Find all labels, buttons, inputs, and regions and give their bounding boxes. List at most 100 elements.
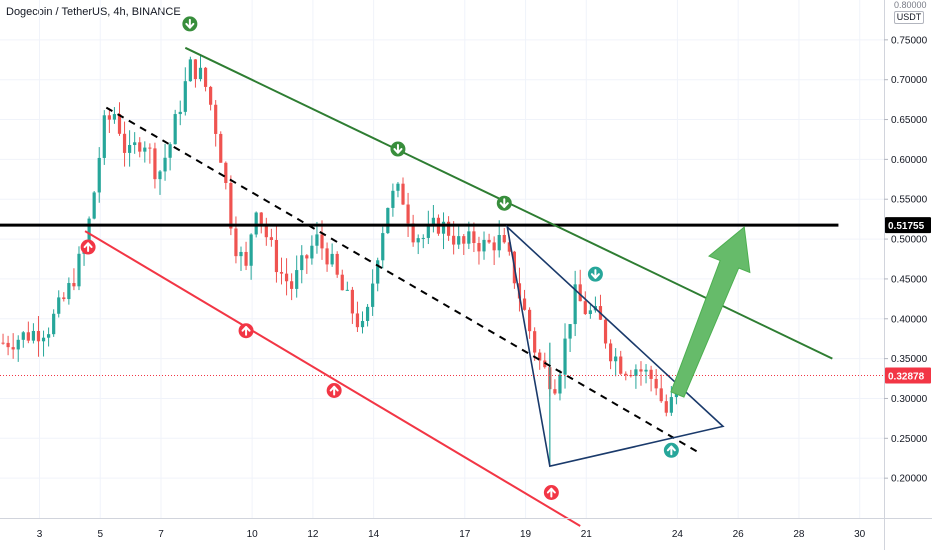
candle-body <box>365 306 370 321</box>
candle-body <box>386 207 390 234</box>
candle-body <box>31 330 36 341</box>
candle-body <box>649 369 653 379</box>
candle-body <box>664 401 668 413</box>
candle-body <box>452 235 456 245</box>
candle-body <box>148 147 152 149</box>
marker-glyph <box>329 385 339 396</box>
time-tick-label: 26 <box>733 529 745 540</box>
candle-body <box>659 388 663 402</box>
arrow-down-marker-icon <box>496 195 512 211</box>
candle-body <box>269 237 273 240</box>
candle-body <box>52 313 56 335</box>
candle-body <box>188 59 192 82</box>
candle-body <box>441 221 446 234</box>
candle-body <box>588 310 592 315</box>
candle-body <box>522 298 527 310</box>
candle-body <box>214 104 218 134</box>
candle-body <box>330 253 334 265</box>
candle-body <box>97 157 101 193</box>
candle-body <box>639 369 643 372</box>
time-tick-label: 19 <box>520 529 532 540</box>
candle-body <box>563 338 567 375</box>
candle-body <box>183 81 187 112</box>
candle-body <box>355 313 360 328</box>
candle-body <box>340 274 344 291</box>
candle-body <box>416 238 420 243</box>
price-tick-label: 0.45000 <box>891 274 928 285</box>
marker-glyph <box>241 325 251 336</box>
candle-body <box>264 223 268 238</box>
candle-body <box>128 144 132 153</box>
arrow-up-marker-icon <box>80 239 96 255</box>
price-axis-unit[interactable]: 0.80000 USDT <box>894 0 927 24</box>
candle-body <box>274 239 279 273</box>
candle-body <box>305 255 309 259</box>
candle-body <box>198 67 203 80</box>
candle-body <box>608 343 613 362</box>
price-tick-label: 0.25000 <box>891 434 928 445</box>
candle-body <box>533 331 537 353</box>
candle-body <box>669 397 673 413</box>
candle-body <box>300 255 304 271</box>
lower-channel-line <box>84 230 581 527</box>
marker-glyph <box>666 445 676 456</box>
marker-glyph <box>546 487 556 498</box>
grid <box>0 0 884 518</box>
candle-body <box>335 253 339 275</box>
candle-body <box>173 114 177 145</box>
candle-body <box>163 157 167 172</box>
candle-body <box>619 356 623 374</box>
time-tick-label: 21 <box>581 529 593 540</box>
usdt-label: USDT <box>894 11 924 24</box>
candle-body <box>426 225 430 238</box>
candle-body <box>6 342 10 348</box>
candle-body <box>279 272 284 274</box>
price-axis-top-partial: 0.80000 <box>894 0 927 10</box>
candle-body <box>492 242 496 251</box>
candle-body <box>290 281 294 289</box>
candle-body <box>654 378 658 389</box>
candle-body <box>558 374 562 394</box>
price-tick-label: 0.20000 <box>891 474 928 485</box>
candle-body <box>138 142 142 152</box>
candle-body <box>193 59 198 80</box>
time-tick-label: 30 <box>854 529 866 540</box>
time-tick-label: 28 <box>793 529 805 540</box>
price-tick-label: 0.65000 <box>891 115 928 126</box>
candle-body <box>457 236 461 245</box>
candle-body <box>381 233 385 261</box>
candle-body <box>295 270 299 289</box>
candle-body <box>259 212 263 224</box>
time-tick-label: 17 <box>459 529 471 540</box>
candle-body <box>391 190 395 208</box>
candle-body <box>583 301 587 315</box>
overlays <box>0 46 884 527</box>
current-price-label: 0.32878 <box>885 367 931 384</box>
arrow-up-marker-icon <box>543 484 559 500</box>
triangle-pattern <box>506 224 725 468</box>
candle-body <box>325 248 329 265</box>
candle-body <box>376 260 380 284</box>
marker-glyph <box>590 269 600 279</box>
candle-body <box>77 253 81 287</box>
candle-body <box>487 239 491 243</box>
time-tick-label: 7 <box>158 529 164 540</box>
arrow-down-marker-icon <box>587 266 603 282</box>
candle-body <box>153 148 157 180</box>
resistance-price-label-bg <box>885 217 931 234</box>
candle-body <box>284 273 289 282</box>
resistance-price-label: 0.51755 <box>885 217 931 234</box>
time-tick-label: 5 <box>97 529 103 540</box>
candle-body <box>16 339 20 350</box>
marker-glyph <box>499 198 509 209</box>
candle-body <box>122 133 127 153</box>
price-tick-label: 0.35000 <box>891 354 928 365</box>
candle-body <box>41 337 46 342</box>
candle-body <box>178 111 182 115</box>
candle-body <box>1 342 5 344</box>
current-price-label-bg <box>885 367 931 384</box>
candle-body <box>229 182 233 229</box>
time-tick-label: 12 <box>307 529 319 540</box>
